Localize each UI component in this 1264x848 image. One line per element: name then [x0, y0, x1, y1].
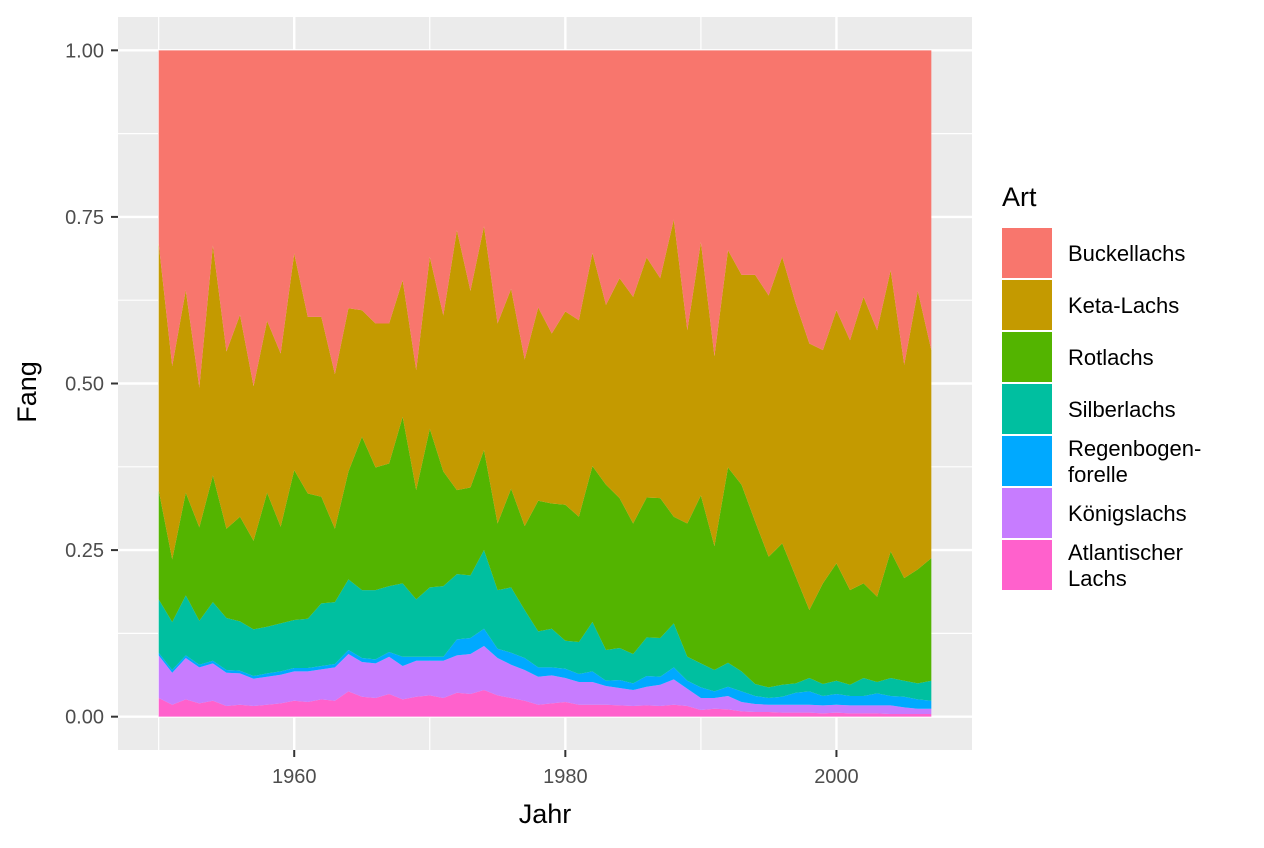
x-tick-label: 1960 [272, 766, 317, 788]
y-tick-label: 0.75 [65, 207, 104, 229]
legend-title: Art [1002, 182, 1037, 212]
legend-key-rotlachs [1002, 332, 1052, 382]
legend: Art Buckellachs Keta-Lachs Rotlachs Silberl… [1002, 182, 1201, 591]
legend-label-keta-lachs: Keta-Lachs [1068, 293, 1179, 318]
area-regenbogen-forelle [158, 628, 932, 709]
area-keta-lachs [158, 219, 932, 611]
legend-key-buckellachs [1002, 228, 1052, 278]
legend-label-rotlachs: Rotlachs [1068, 345, 1154, 370]
area-rotlachs [158, 416, 932, 688]
area-buckellachs [158, 50, 932, 388]
y-axis-title: Fang [12, 361, 42, 423]
legend-key-k-nigslachs [1002, 488, 1052, 538]
y-tick-label: 0.25 [65, 540, 104, 562]
x-axis-title: Jahr [519, 799, 572, 829]
area-k-nigslachs [158, 646, 932, 715]
legend-label-buckellachs: Buckellachs [1068, 241, 1185, 266]
y-tick-label: 0.50 [65, 374, 104, 396]
legend-label-regenbogen-forelle: Regenbogen-forelle [1068, 436, 1201, 487]
legend-key-regenbogen-forelle [1002, 436, 1052, 486]
x-tick-label: 2000 [814, 766, 859, 788]
y-tick-label: 0.00 [65, 707, 104, 729]
legend-key-atlantischer-lachs [1002, 540, 1052, 590]
legend-label-atlantischer-lachs: Atlantischer Lachs [1068, 540, 1183, 591]
x-axis: 1960 1980 2000 [272, 750, 859, 788]
x-tick-label: 1980 [543, 766, 588, 788]
legend-key-keta-lachs [1002, 280, 1052, 330]
area-series-group [158, 50, 932, 717]
y-tick-label: 1.00 [65, 40, 104, 62]
legend-key-silberlachs [1002, 384, 1052, 434]
legend-label-silberlachs: Silberlachs [1068, 397, 1176, 422]
y-axis: 0.00 0.25 0.50 0.75 1.00 [65, 40, 118, 729]
area-atlantischer-lachs [158, 690, 932, 717]
area-silberlachs [158, 550, 932, 701]
legend-label-k-nigslachs: Königslachs [1068, 501, 1187, 526]
